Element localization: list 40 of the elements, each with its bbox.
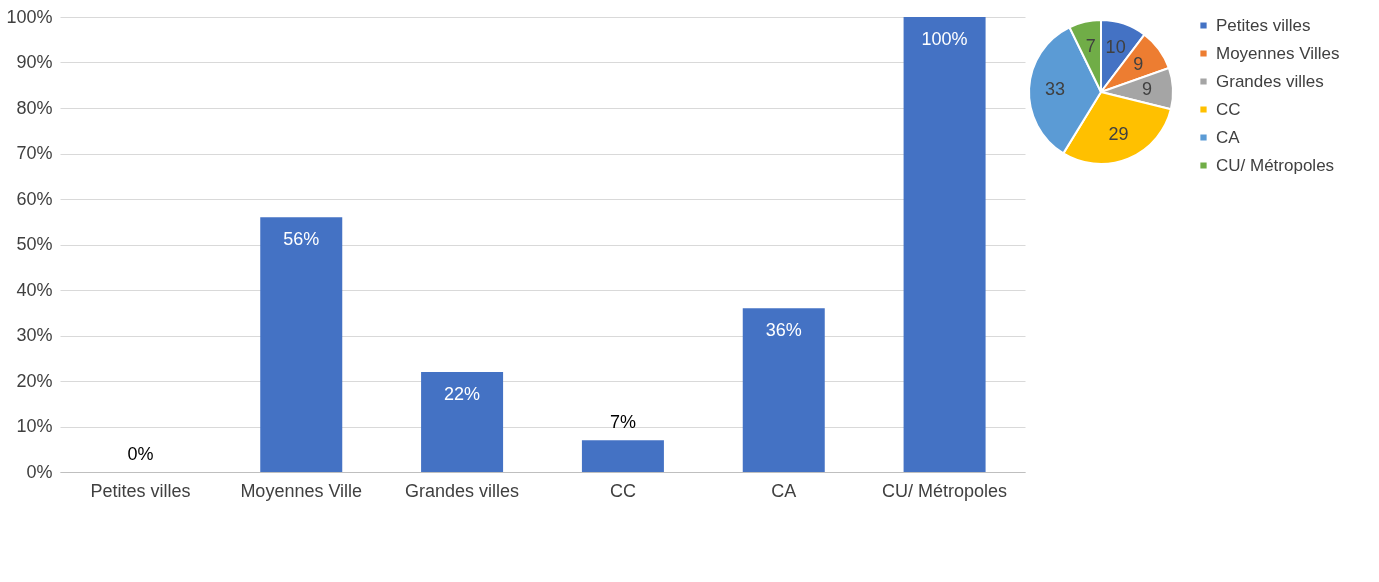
data-label: 100% bbox=[921, 29, 968, 49]
legend-label: Grandes villes bbox=[1216, 71, 1324, 91]
y-tick-label: 10% bbox=[16, 416, 53, 436]
y-tick-label: 90% bbox=[16, 52, 53, 72]
legend-label: Petites villes bbox=[1216, 15, 1311, 35]
y-tick-label: 40% bbox=[16, 279, 53, 300]
data-label: 56% bbox=[283, 229, 320, 250]
data-label: 0% bbox=[127, 444, 154, 464]
y-tick-label: 0% bbox=[26, 461, 53, 482]
legend-label: CU/ Métropoles bbox=[1216, 155, 1335, 175]
y-tick-label: 20% bbox=[16, 370, 53, 391]
x-tick-label: Moyennes Ville bbox=[240, 480, 363, 501]
x-tick-label: CU/ Métropoles bbox=[882, 480, 1008, 501]
data-label: 10 bbox=[1105, 37, 1126, 58]
x-tick-label: Petites villes bbox=[90, 480, 191, 501]
data-label: 22% bbox=[444, 383, 481, 404]
x-tick-label: CA bbox=[771, 480, 797, 501]
bar bbox=[581, 440, 664, 472]
bar bbox=[903, 17, 986, 472]
bar bbox=[421, 371, 504, 472]
data-label: 9 bbox=[1133, 53, 1144, 74]
bar bbox=[742, 308, 825, 472]
y-tick-label: 30% bbox=[16, 325, 53, 345]
y-tick-label: 70% bbox=[16, 143, 53, 163]
data-label: 7% bbox=[609, 412, 636, 433]
y-tick-label: 100% bbox=[6, 6, 53, 27]
y-tick-label: 80% bbox=[16, 97, 53, 118]
data-label: 36% bbox=[765, 320, 802, 341]
y-tick-label: 50% bbox=[16, 234, 53, 254]
bar bbox=[260, 217, 343, 472]
x-tick-label: CC bbox=[609, 480, 636, 501]
legend-label: CC bbox=[1216, 99, 1241, 119]
y-tick-label: 60% bbox=[16, 188, 53, 209]
x-tick-label: Grandes villes bbox=[405, 480, 520, 501]
data-label: 29 bbox=[1108, 123, 1129, 144]
data-label: 33 bbox=[1045, 78, 1066, 99]
legend-label: Moyennes Villes bbox=[1216, 43, 1340, 63]
legend-label: CA bbox=[1216, 127, 1241, 147]
data-label: 7 bbox=[1085, 36, 1096, 57]
data-label: 9 bbox=[1141, 78, 1152, 99]
